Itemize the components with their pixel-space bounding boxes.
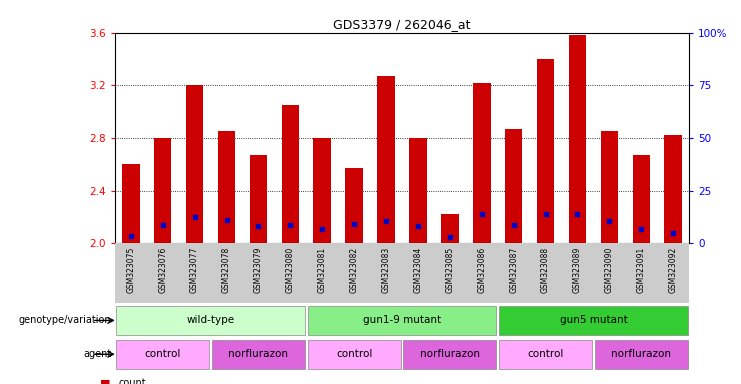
- Text: agent: agent: [83, 349, 111, 359]
- Text: wild-type: wild-type: [187, 315, 235, 326]
- Text: GSM323084: GSM323084: [413, 247, 422, 293]
- Bar: [441, 215, 459, 243]
- Text: GSM323088: GSM323088: [541, 247, 550, 293]
- Text: GSM323075: GSM323075: [126, 247, 136, 293]
- Text: norflurazon: norflurazon: [420, 349, 480, 359]
- Text: GSM323079: GSM323079: [254, 247, 263, 293]
- Bar: [595, 339, 688, 369]
- Text: GSM323083: GSM323083: [382, 247, 391, 293]
- Text: norflurazon: norflurazon: [228, 349, 288, 359]
- Bar: [473, 83, 491, 243]
- Bar: [122, 164, 139, 243]
- Bar: [282, 105, 299, 243]
- Bar: [633, 155, 650, 243]
- Bar: [116, 306, 305, 335]
- Text: control: control: [528, 349, 564, 359]
- Bar: [345, 168, 363, 243]
- Bar: [186, 85, 203, 243]
- Text: ■: ■: [100, 378, 110, 384]
- Text: GSM323089: GSM323089: [573, 247, 582, 293]
- Bar: [308, 306, 496, 335]
- Bar: [218, 131, 236, 243]
- Bar: [377, 76, 395, 243]
- Text: GSM323091: GSM323091: [637, 247, 645, 293]
- Text: GSM323078: GSM323078: [222, 247, 231, 293]
- Text: genotype/variation: genotype/variation: [19, 315, 111, 326]
- Text: GSM323085: GSM323085: [445, 247, 454, 293]
- Bar: [250, 155, 268, 243]
- Bar: [403, 339, 496, 369]
- Bar: [536, 59, 554, 243]
- Text: GSM323081: GSM323081: [318, 247, 327, 293]
- Text: gun1-9 mutant: gun1-9 mutant: [363, 315, 441, 326]
- Bar: [665, 136, 682, 243]
- Text: GSM323087: GSM323087: [509, 247, 518, 293]
- Text: GSM323086: GSM323086: [477, 247, 486, 293]
- Bar: [308, 339, 401, 369]
- Bar: [499, 306, 688, 335]
- Bar: [116, 339, 209, 369]
- Text: GSM323076: GSM323076: [159, 247, 167, 293]
- Title: GDS3379 / 262046_at: GDS3379 / 262046_at: [333, 18, 471, 31]
- Bar: [499, 339, 592, 369]
- Text: GSM323092: GSM323092: [668, 247, 678, 293]
- Text: norflurazon: norflurazon: [611, 349, 671, 359]
- Text: GSM323077: GSM323077: [190, 247, 199, 293]
- Bar: [505, 129, 522, 243]
- Text: GSM323090: GSM323090: [605, 247, 614, 293]
- Text: control: control: [144, 349, 181, 359]
- Text: GSM323082: GSM323082: [350, 247, 359, 293]
- Text: count: count: [119, 378, 146, 384]
- Bar: [568, 35, 586, 243]
- Text: gun5 mutant: gun5 mutant: [559, 315, 628, 326]
- Text: GSM323080: GSM323080: [286, 247, 295, 293]
- Bar: [601, 131, 618, 243]
- Bar: [154, 138, 171, 243]
- Bar: [313, 138, 331, 243]
- Bar: [212, 339, 305, 369]
- Bar: [409, 138, 427, 243]
- Text: control: control: [336, 349, 372, 359]
